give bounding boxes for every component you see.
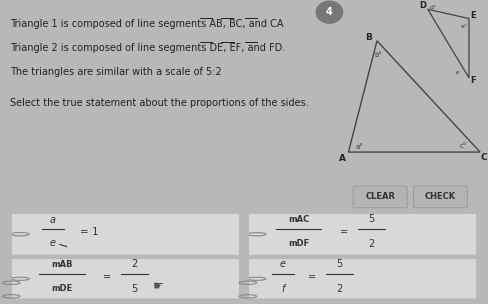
FancyBboxPatch shape [248, 259, 477, 299]
Text: 5: 5 [368, 214, 375, 224]
Text: mDF: mDF [288, 239, 309, 248]
Text: Triangle 1 is composed of line segments AB, BC, and CA: Triangle 1 is composed of line segments … [10, 19, 284, 29]
Text: D: D [419, 1, 426, 10]
Text: F: F [470, 75, 476, 85]
Text: =: = [340, 227, 348, 237]
Text: a°: a° [356, 144, 364, 150]
Text: C: C [481, 154, 488, 162]
Text: Select the true statement about the proportions of the sides.: Select the true statement about the prop… [10, 98, 309, 108]
Text: A: A [339, 154, 346, 163]
FancyBboxPatch shape [413, 186, 468, 208]
Text: 2: 2 [132, 259, 138, 269]
Text: mDE: mDE [52, 284, 73, 292]
Text: CLEAR: CLEAR [365, 192, 395, 201]
Text: e: e [50, 238, 56, 248]
Text: b°: b° [375, 52, 383, 57]
FancyBboxPatch shape [248, 213, 477, 255]
FancyBboxPatch shape [11, 259, 240, 299]
Text: 2: 2 [337, 284, 343, 293]
Text: e: e [280, 259, 286, 269]
Text: ☛: ☛ [153, 279, 164, 292]
Text: =: = [103, 272, 112, 282]
Text: f: f [281, 284, 285, 293]
Text: e°: e° [460, 24, 467, 29]
Text: =: = [308, 272, 317, 282]
FancyBboxPatch shape [353, 186, 407, 208]
Text: = 1: = 1 [81, 227, 99, 237]
Text: 2: 2 [368, 239, 375, 249]
Text: d°: d° [430, 5, 437, 10]
Text: a: a [50, 215, 56, 225]
Text: Triangle 2 is composed of line segments DE, EF, and FD.: Triangle 2 is composed of line segments … [10, 43, 285, 54]
Text: mAB: mAB [51, 260, 73, 269]
FancyBboxPatch shape [11, 213, 240, 255]
Text: c°: c° [460, 143, 467, 149]
Text: B: B [365, 33, 372, 42]
Text: E: E [470, 11, 476, 20]
Text: f°: f° [455, 71, 461, 76]
Text: mAC: mAC [288, 215, 309, 224]
Text: CHECK: CHECK [425, 192, 456, 201]
Text: 5: 5 [132, 284, 138, 293]
Circle shape [316, 1, 343, 23]
Text: 5: 5 [337, 259, 343, 269]
Text: The triangles are similar with a scale of 5:2: The triangles are similar with a scale o… [10, 67, 222, 77]
Text: 4: 4 [326, 7, 333, 17]
